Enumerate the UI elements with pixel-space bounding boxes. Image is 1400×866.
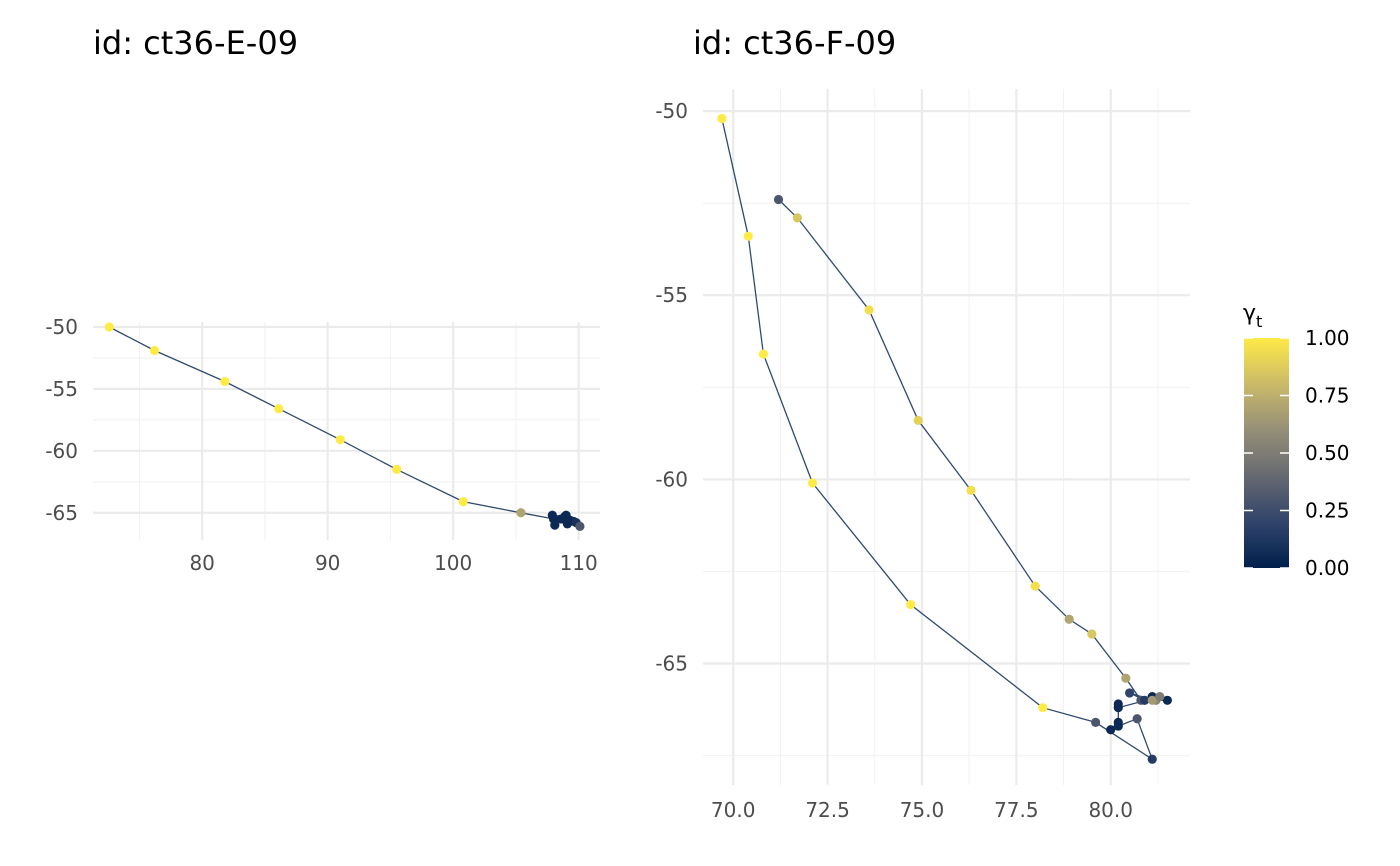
trajectory-series [717,113,1172,764]
data-point [1038,703,1048,713]
x-tick-label: 75.0 [900,798,945,822]
data-point [1106,725,1116,735]
y-tick-label: -50 [655,99,688,123]
gridlines [703,89,1190,785]
y-tick-labels: -50 -55 -60 -65 [45,315,78,525]
colorbar-tick-label: 0.00 [1305,556,1350,580]
data-point [773,194,784,205]
x-tick-labels: 80 90 100 110 [189,551,597,575]
data-point [562,519,572,529]
data-point [1121,673,1131,683]
panel-ct36-f-09: id: ct36-F-09 -50-55-60-65 70.0 72.5 75.0 7… [655,24,1190,822]
data-point [104,322,114,332]
x-tick-label: 110 [560,551,598,575]
y-tick-label: -55 [45,377,78,401]
data-point [1124,688,1135,698]
colorbar-tick-label: 0.75 [1305,384,1350,408]
legend-title-main: γ [1243,301,1256,326]
data-point [966,485,976,495]
data-point [1113,721,1123,731]
trajectory-series [104,322,585,531]
data-point [1064,614,1074,624]
data-point [560,511,570,522]
x-tick-label: 72.5 [805,798,850,822]
data-point [1132,714,1142,724]
y-tick-label: -55 [655,283,688,307]
data-point [1155,692,1165,702]
data-point [864,305,874,315]
x-tick-label: 100 [434,551,472,575]
data-point [1147,695,1157,705]
data-point [792,213,802,223]
panel-title: id: ct36-F-09 [693,24,896,62]
y-tick-label: -50 [45,315,78,339]
colorbar-tick-label: 0.50 [1305,441,1350,465]
panel-title: id: ct36-E-09 [93,24,298,62]
y-tick-label: -60 [655,467,688,491]
colorbar-ticks: 1.00 0.75 0.50 0.25 0.00 [1244,326,1350,580]
panel-ct36-e-09: id: ct36-E-09 -50 -55 -60 -65 80 90 100 110 [45,24,600,575]
data-point [220,376,230,387]
data-point [392,464,402,474]
x-tick-label: 90 [315,551,340,575]
x-tick-label: 70.0 [711,798,756,822]
data-point [1113,699,1123,709]
data-point [807,478,818,488]
legend-title-subscript: t [1256,312,1262,331]
y-tick-label: -65 [655,651,688,675]
trajectory-line [109,326,581,527]
data-point [149,345,160,356]
y-tick-label: -65 [45,501,78,525]
y-tick-label: -60 [45,439,78,463]
data-point [575,521,585,531]
legend-title: γt [1243,301,1262,331]
data-point [1087,629,1097,639]
data-point [458,497,468,507]
gamma-colorbar-legend: γt 1.00 0.75 0.50 0.25 0.00 [1243,301,1350,580]
data-point [1030,581,1040,591]
x-tick-labels: 70.0 72.5 75.0 77.5 80.0 [711,798,1133,822]
data-point [516,508,526,518]
data-point [274,404,284,414]
colorbar-tick-label: 0.25 [1305,499,1350,523]
x-tick-label: 77.5 [994,798,1039,822]
data-point [743,231,753,241]
data-point [913,415,923,426]
data-point [550,520,560,530]
data-point [1162,695,1172,705]
gridlines [93,322,600,540]
data-point [717,113,727,124]
data-point [1147,754,1157,764]
x-tick-label: 80.0 [1088,798,1133,822]
x-tick-label: 80 [189,551,214,575]
colorbar-tick-label: 1.00 [1305,326,1350,350]
data-point [758,349,769,359]
y-tick-labels: -50 -55 -60 -65 [655,99,688,675]
data-point [547,510,557,520]
data-point [335,435,345,445]
data-point [906,599,916,610]
data-point [1140,695,1150,705]
data-point [1091,717,1101,727]
